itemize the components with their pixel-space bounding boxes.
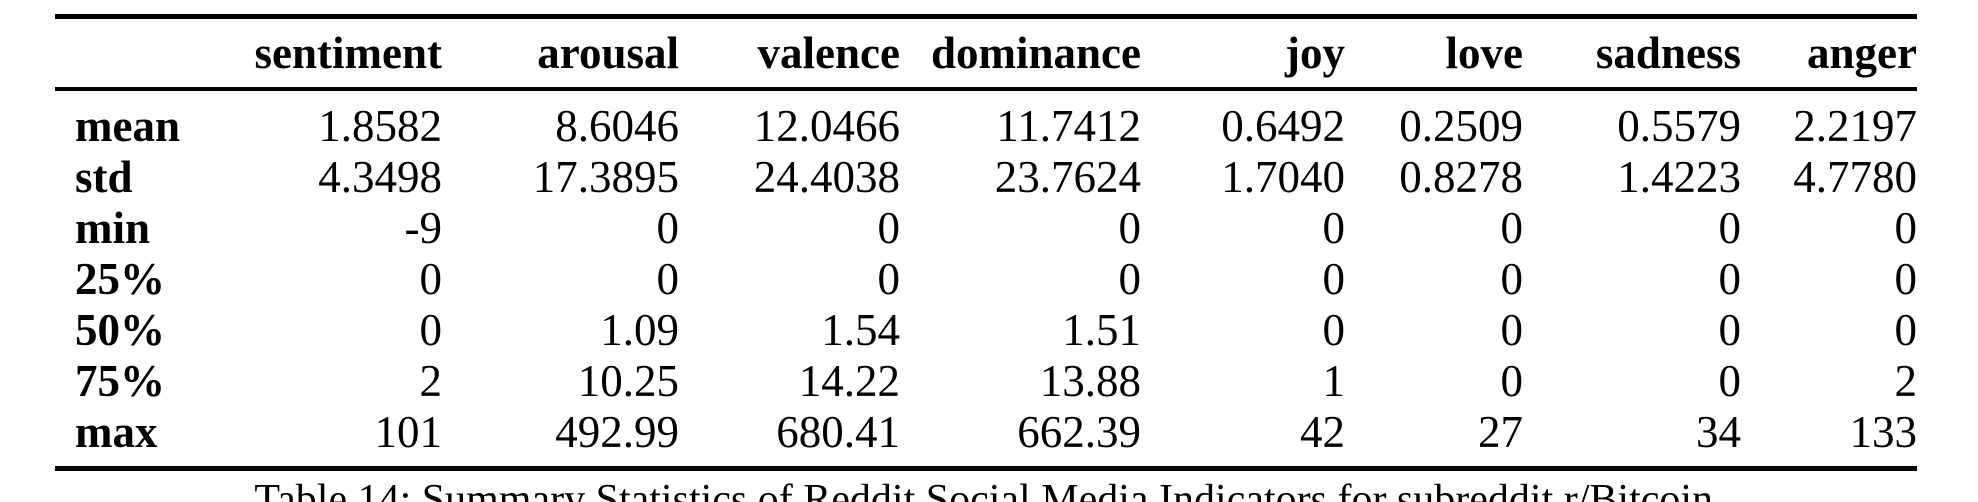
table-cell: 0 [1718,203,1742,253]
table-cell: 0.5579 [1617,101,1741,151]
table-cell: 11.7412 [996,101,1141,151]
table-cell: 2 [1894,356,1918,406]
table-cell: 12.0466 [753,101,900,151]
table-cell: 4.3498 [318,152,442,202]
table-cell: 0 [877,254,901,304]
table-cell: 0 [656,203,680,253]
table-cell: 0 [1322,254,1346,304]
table-cell: 0 [1322,305,1346,355]
corner-cell [55,16,215,91]
table-cell: 0 [1500,356,1524,406]
column-header-dominance: dominance [900,16,1141,91]
table-cell: 0 [1718,305,1742,355]
table-cell: 0 [1718,254,1742,304]
table-cell: 1 [1322,356,1346,406]
column-header-love: love [1345,16,1523,91]
table-cell: 1.7040 [1221,152,1345,202]
row-label: 75% [75,356,165,406]
table-cell: 0 [419,254,443,304]
table-cell: 662.39 [1017,407,1141,457]
row-label: max [75,407,158,457]
table-row: 75% 2 10.25 14.22 13.88 1 0 0 2 [55,356,1917,407]
table-cell: 10.25 [577,356,679,406]
table-cell: 14.22 [798,356,900,406]
table-cell: 0 [1322,203,1346,253]
table-cell: 0.2509 [1399,101,1523,151]
table-body: mean 1.8582 8.6046 12.0466 11.7412 0.6492 0.25… [55,89,1917,469]
table-row: std 4.3498 17.3895 24.4038 23.7624 1.7040 0.82… [55,152,1917,203]
column-header-sadness: sadness [1523,16,1741,91]
table-cell: 13.88 [1039,356,1141,406]
table-cell: 680.41 [776,407,900,457]
table-cell: 4.7780 [1793,152,1917,202]
table-cell: 0 [1500,305,1524,355]
table-cell: 1.8582 [318,101,442,151]
table-cell: 0.6492 [1221,101,1345,151]
table-cell: 2 [419,356,443,406]
table-cell: 23.7624 [994,152,1141,202]
table-row: min -9 0 0 0 0 0 0 0 [55,203,1917,254]
table-row: 50% 0 1.09 1.54 1.51 0 0 0 0 [55,305,1917,356]
table-cell: -9 [404,203,443,253]
row-label: 50% [75,305,165,355]
table-header-row: sentiment arousal valence dominance joy … [55,16,1917,91]
table-cell: 34 [1696,407,1741,457]
table-cell: 0 [1718,356,1742,406]
column-header-arousal: arousal [442,16,679,91]
row-label: 25% [75,254,165,304]
table-cell: 0 [1118,254,1142,304]
column-header-sentiment: sentiment [215,16,442,91]
table-row: mean 1.8582 8.6046 12.0466 11.7412 0.6492 0.25… [55,89,1917,152]
table-row: max 101 492.99 680.41 662.39 42 27 34 133 [55,407,1917,469]
column-header-valence: valence [679,16,900,91]
table-cell: 0.8278 [1399,152,1523,202]
table-cell: 0 [656,254,680,304]
table-cell: 1.51 [1062,305,1141,355]
row-label: min [75,203,151,253]
table-cell: 0 [1894,254,1918,304]
column-header-anger: anger [1741,16,1917,91]
table-cell: 17.3895 [532,152,679,202]
table-cell: 0 [419,305,443,355]
row-label: mean [75,101,180,151]
table-cell: 0 [1894,305,1918,355]
table-cell: 0 [1500,254,1524,304]
table-cell: 2.2197 [1793,101,1917,151]
table-cell: 0 [1118,203,1142,253]
column-header-joy: joy [1141,16,1345,91]
table-cell: 42 [1300,407,1345,457]
summary-statistics-table: sentiment arousal valence dominance joy … [55,14,1917,471]
table-cell: 1.54 [821,305,900,355]
table-cell: 1.4223 [1617,152,1741,202]
table-cell: 8.6046 [555,101,679,151]
table-cell: 0 [877,203,901,253]
table-cell: 133 [1849,407,1918,457]
table-cell: 27 [1478,407,1523,457]
table-cell: 24.4038 [753,152,900,202]
table-cell: 1.09 [600,305,679,355]
table-cell: 0 [1894,203,1918,253]
table-caption: Table 14: Summary Statistics of Reddit S… [254,477,1724,502]
table-cell: 492.99 [555,407,679,457]
table-cell: 101 [374,407,443,457]
row-label: std [75,152,133,202]
table-row: 25% 0 0 0 0 0 0 0 0 [55,254,1917,305]
table-cell: 0 [1500,203,1524,253]
